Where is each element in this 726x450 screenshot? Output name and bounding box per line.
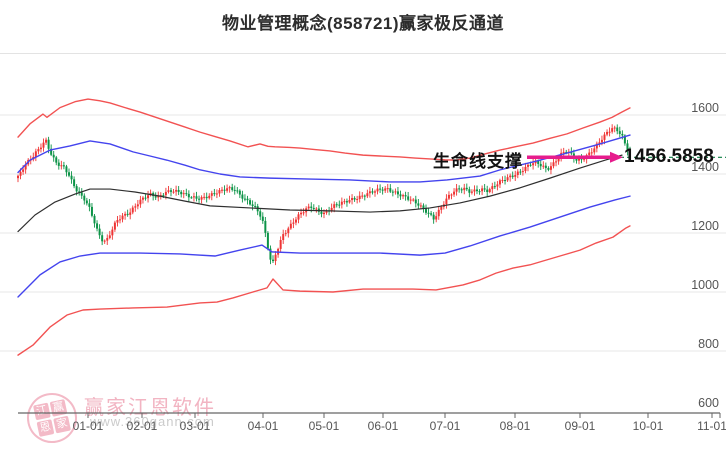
chart-title: 物业管理概念(858721)赢家极反通道 — [221, 14, 505, 33]
svg-text:600: 600 — [698, 396, 719, 410]
svg-text:1200: 1200 — [691, 219, 719, 233]
svg-text:06-01: 06-01 — [368, 419, 399, 433]
svg-text:04-01: 04-01 — [248, 419, 279, 433]
watermark-url-text: www.360gann.com — [90, 414, 215, 429]
svg-text:11-01: 11-01 — [697, 419, 726, 433]
svg-text:03-01: 03-01 — [180, 419, 211, 433]
svg-text:1400: 1400 — [691, 160, 719, 174]
svg-text:02-01: 02-01 — [127, 419, 158, 433]
svg-text:1600: 1600 — [691, 101, 719, 115]
svg-text:800: 800 — [698, 337, 719, 351]
svg-text:09-01: 09-01 — [565, 419, 596, 433]
svg-text:07-01: 07-01 — [430, 419, 461, 433]
svg-text:01-01: 01-01 — [73, 419, 104, 433]
svg-text:05-01: 05-01 — [309, 419, 340, 433]
svg-text:10-01: 10-01 — [633, 419, 664, 433]
lifeline-support-label: 生命线支撑 — [433, 152, 523, 171]
svg-text:1000: 1000 — [691, 278, 719, 292]
header-divider — [0, 53, 726, 54]
support-value-label: 1456.5858 — [624, 146, 714, 167]
svg-text:08-01: 08-01 — [500, 419, 531, 433]
